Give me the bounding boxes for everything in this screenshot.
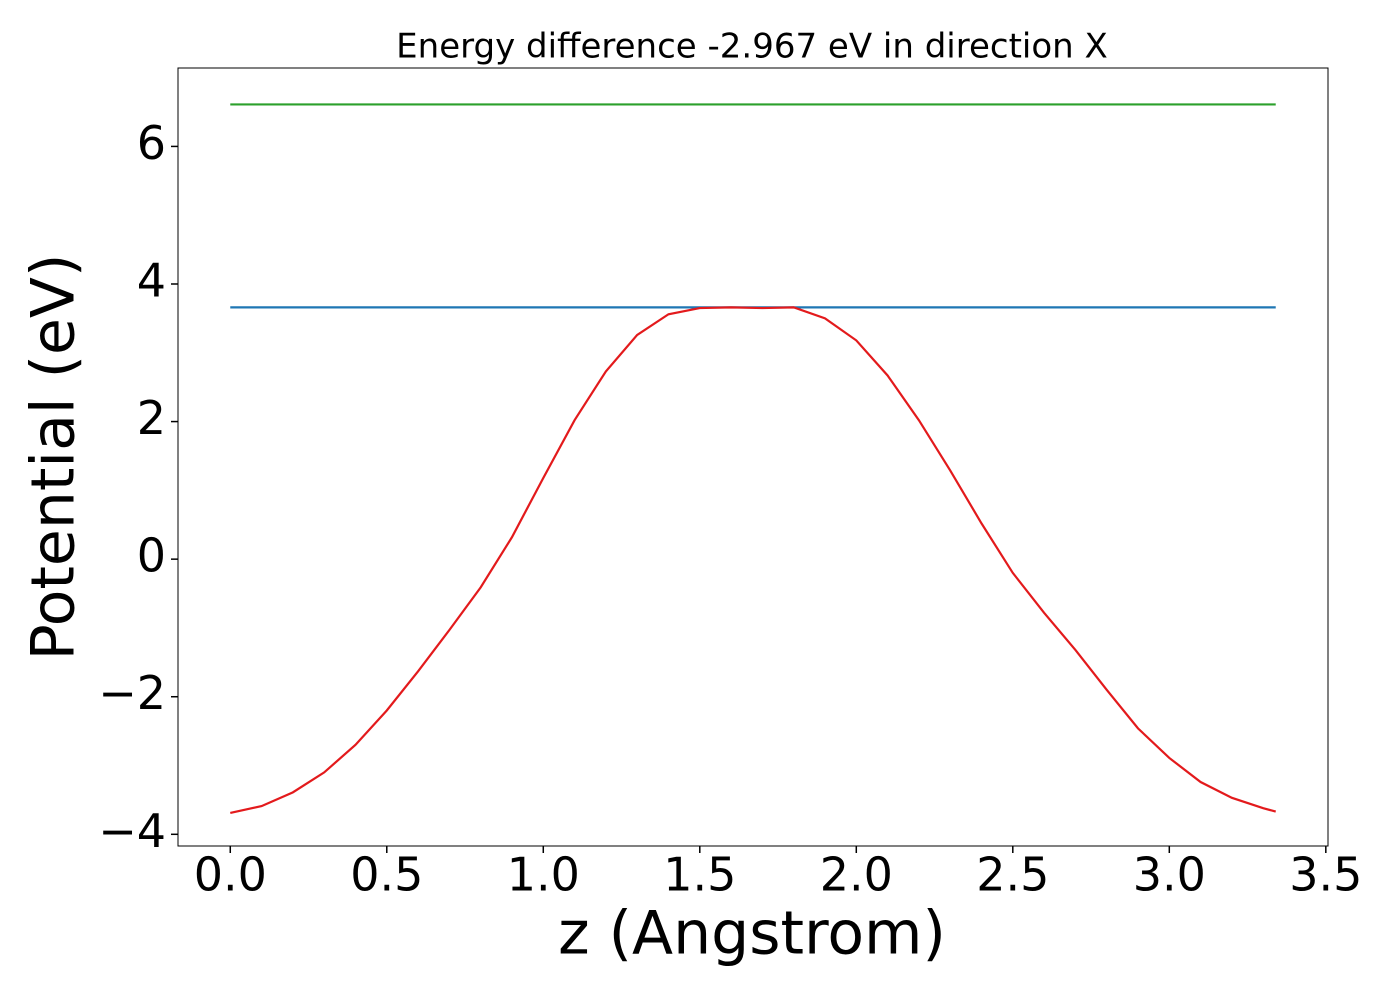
y-axis-label: Potential (eV) (19, 254, 89, 661)
series-line (230, 306, 1277, 815)
y-tick-label: 6 (137, 116, 166, 170)
x-axis-label: z (Angstrom) (558, 899, 946, 969)
x-tick-label: 2.0 (820, 848, 893, 902)
y-tick-label: −2 (98, 666, 166, 720)
x-tick-label: 1.0 (507, 848, 580, 902)
y-tick-label: −4 (98, 804, 166, 858)
x-tick-label: 0.0 (194, 848, 267, 902)
x-tick-label: 3.5 (1289, 848, 1362, 902)
y-tick-label: 0 (137, 529, 166, 583)
x-tick-label: 3.0 (1133, 848, 1206, 902)
chart-title: Energy difference -2.967 eV in direction… (396, 27, 1108, 67)
x-tick-label: 2.5 (976, 848, 1049, 902)
x-tick-label: 1.5 (663, 848, 736, 902)
y-tick-label: 2 (137, 391, 166, 445)
x-tick-label: 0.5 (350, 848, 423, 902)
plot-frame (177, 67, 1329, 847)
y-tick-label: 4 (137, 253, 166, 307)
